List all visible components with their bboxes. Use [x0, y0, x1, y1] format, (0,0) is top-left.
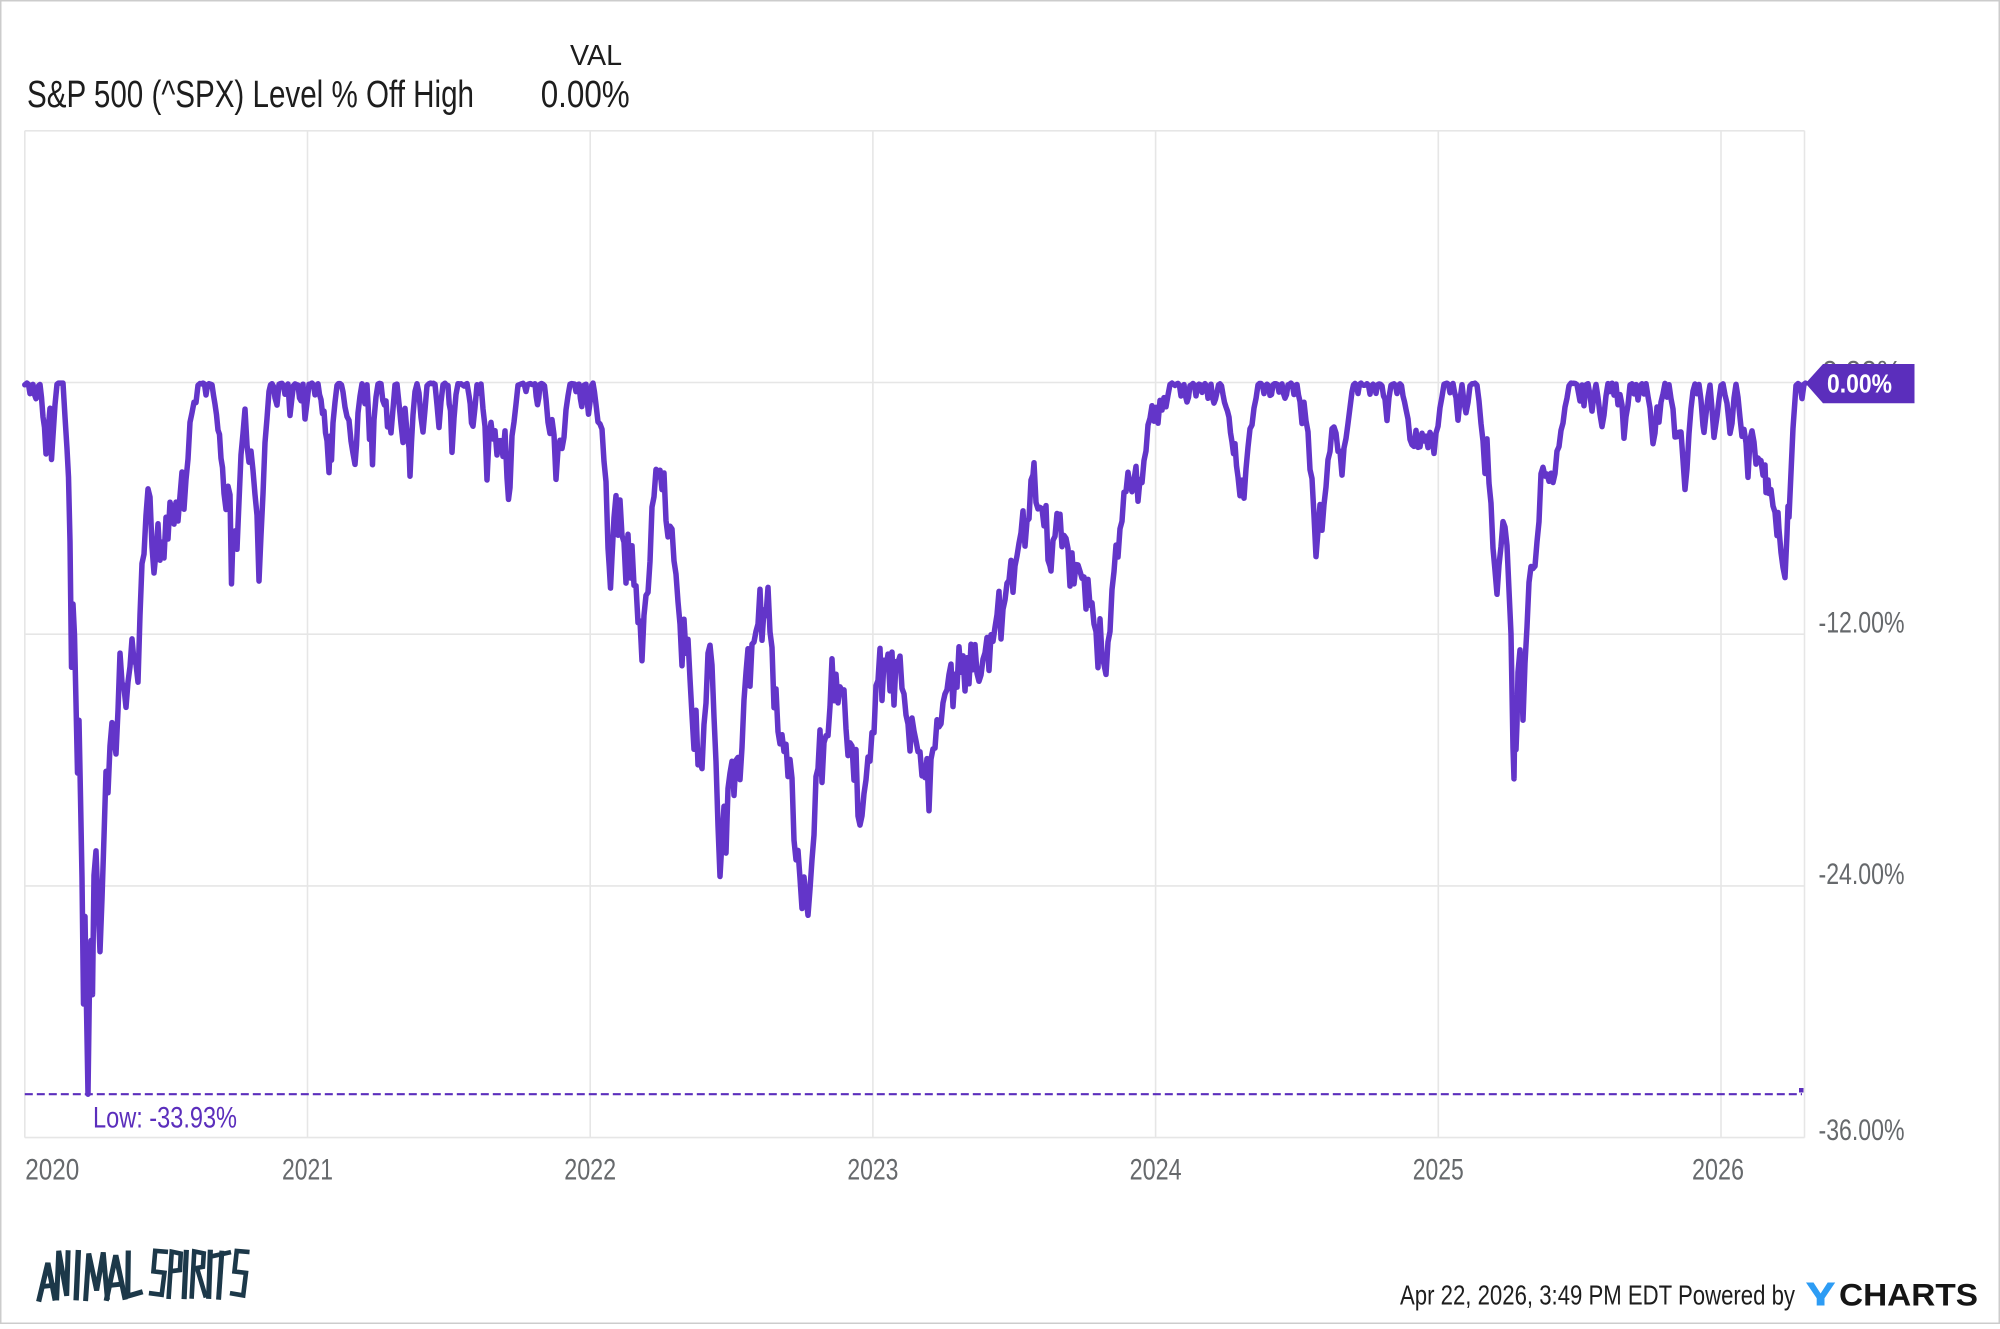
svg-text:2021: 2021 — [282, 1154, 333, 1187]
svg-text:0.00%: 0.00% — [1827, 369, 1892, 399]
svg-text:2024: 2024 — [1130, 1154, 1182, 1187]
svg-text:-12.00%: -12.00% — [1819, 607, 1905, 640]
svg-text:2020: 2020 — [25, 1154, 79, 1187]
svg-text:-36.00%: -36.00% — [1819, 1114, 1905, 1147]
svg-text:Low: -33.93%: Low: -33.93% — [93, 1102, 237, 1135]
svg-text:Apr 22, 2026, 3:49 PM EDT Powe: Apr 22, 2026, 3:49 PM EDT Powered by — [1400, 1280, 1795, 1311]
svg-text:-24.00%: -24.00% — [1819, 858, 1905, 891]
svg-text:0.00%: 0.00% — [541, 74, 630, 116]
svg-text:2022: 2022 — [564, 1154, 616, 1187]
svg-text:2025: 2025 — [1413, 1154, 1464, 1187]
svg-text:CHARTS: CHARTS — [1839, 1277, 1978, 1313]
svg-text:VAL: VAL — [570, 40, 622, 72]
svg-text:S&P 500 (^SPX) Level % Off Hig: S&P 500 (^SPX) Level % Off High — [27, 74, 474, 116]
svg-text:2023: 2023 — [847, 1154, 898, 1187]
svg-text:2026: 2026 — [1692, 1154, 1744, 1187]
